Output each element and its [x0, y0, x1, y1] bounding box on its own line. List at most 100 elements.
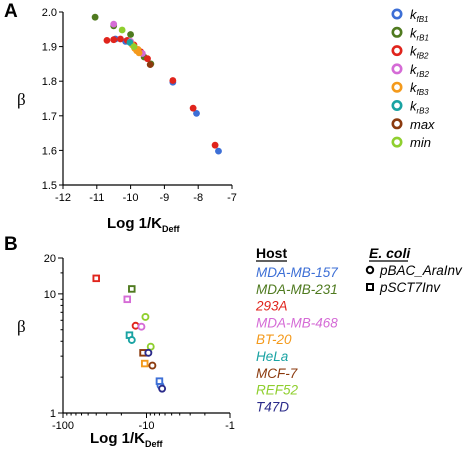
ecoli-legend-circle-marker [365, 265, 375, 275]
panel-a-x-tick-label: -12 [55, 192, 71, 204]
legend-label-fB2: kfB2 [410, 44, 429, 61]
panel-b-x-tick-label: -100 [52, 420, 74, 432]
ecoli-legend: pBAC_AraInv pSCT7Inv [365, 263, 463, 295]
panel-a-x-axis-label-main: Log 1/K [107, 215, 162, 232]
panel-a-x-tick-label: -9 [160, 192, 170, 204]
panel-b-x-tick-label: -10 [139, 420, 155, 432]
legend-label-main: min [410, 135, 431, 150]
legend-marker-rB1 [391, 26, 403, 38]
panel-a-x-tick-label: -11 [89, 192, 104, 204]
legend-label-main: k [410, 62, 418, 77]
legend-label-sub: fB1 [417, 15, 429, 24]
legend-label-sub: fB2 [417, 52, 430, 61]
panel-b-point-t47d [144, 348, 153, 357]
legend-marker-fB3 [391, 81, 403, 93]
panel-b-point-ref52 [141, 313, 150, 321]
ecoli-legend-label: pBAC_AraInv [379, 263, 463, 278]
panel-b-y-tick-label: 1 [50, 408, 56, 420]
host-legend-mda-mb-468: MDA-MB-468 [256, 315, 338, 330]
panel-b-point-bt-20 [140, 359, 149, 368]
panel-a-x-tick-label: -8 [193, 192, 203, 204]
panel-a-x-axis-label: Log 1/KDeff [107, 215, 181, 234]
panel-a-x-tick-label: -7 [227, 192, 237, 204]
panel-a-point-fB2 [211, 141, 219, 149]
panel-a-point-max [146, 61, 154, 68]
panel-a-point-rB3 [126, 39, 134, 46]
panel-label-b: B [4, 234, 18, 255]
legend-marker-rB3 [391, 100, 403, 112]
panel-a-point-min [118, 26, 126, 34]
legend-marker-fB2 [391, 45, 403, 57]
legend-marker-min [391, 136, 403, 148]
panel-b-x-axis-label-sub: Deff [145, 439, 164, 449]
panel-a-point-fB2 [189, 104, 197, 112]
legend-label-rB2: krB2 [410, 62, 430, 79]
legend-label-main: k [410, 99, 418, 114]
panel-a-point-fB2 [117, 35, 124, 43]
panel-a-axes [62, 12, 232, 186]
panel-a-point-fB2 [110, 36, 118, 44]
panel-a-point-fB2 [103, 36, 111, 44]
legend-label-main: k [410, 25, 418, 40]
host-legend-mda-mb-231: MDA-MB-231 [256, 282, 338, 297]
host-legend-t47d: T47D [256, 399, 289, 414]
host-legend-ref52: REF52 [256, 383, 299, 398]
panel-b: B β -100 -10 -1 1 10 20 Log 1/KDeff Host MDA-… [4, 234, 463, 449]
panel-b-x-axis-label-main: Log 1/K [90, 430, 145, 447]
panel-b-axes [62, 258, 230, 414]
panel-b-ticks: -100 -10 -1 1 10 20 [44, 253, 235, 432]
legend-label-min: min [410, 135, 431, 150]
panel-a-point-fB1 [215, 147, 222, 155]
panel-b-point-mda-mb-231 [128, 285, 136, 293]
legend-marker-max [391, 118, 403, 130]
legend-marker-rB2 [391, 63, 403, 75]
host-legend-293a: 293A [255, 299, 288, 314]
panel-a-x-axis-label-sub: Deff [162, 224, 181, 234]
panel-a-points [91, 13, 222, 155]
panel-b-point-mda-mb-468 [137, 322, 146, 331]
panel-a-point-rB1 [127, 31, 134, 38]
panel-b-point-mda-mb-468 [123, 295, 132, 304]
ecoli-legend-title: E. coli [369, 245, 411, 261]
panel-a-y-tick-label: 1.5 [42, 180, 57, 192]
panel-a-y-tick-label: 1.8 [42, 76, 57, 88]
panel-b-x-tick-label: -1 [225, 420, 235, 432]
legend-marker-fB1 [391, 8, 403, 20]
panel-a: A β -12 -11 -10 -9 -8 -7 1.5 1.6 1.7 1.8 1.9 2.0 Lo… [4, 1, 435, 234]
host-legend-mcf-7: MCF-7 [256, 366, 298, 381]
panel-a-y-tick-label: 2.0 [42, 7, 57, 19]
panel-a-point-fB2 [169, 77, 177, 84]
panel-a-point-fB1 [193, 109, 200, 117]
legend-label-sub: rB2 [417, 70, 430, 79]
panel-a-x-tick-label: -10 [123, 192, 139, 204]
panel-a-y-axis-label: β [17, 90, 26, 109]
panel-label-a: A [4, 1, 18, 22]
panel-b-y-tick-label: 20 [44, 253, 56, 265]
panel-b-point-ref52 [146, 342, 155, 351]
panel-b-point-hela [127, 336, 136, 344]
legend-label-fB3: kfB3 [410, 80, 429, 97]
panel-b-point-293a [92, 274, 100, 283]
panel-b-point-t47d [158, 384, 167, 393]
legend-label-main: k [410, 7, 418, 22]
legend-label-main: max [410, 117, 435, 132]
ecoli-legend-label: pSCT7Inv [379, 280, 441, 295]
panel-a-point-min [130, 43, 138, 50]
panel-b-point-mcf-7 [148, 361, 157, 370]
legend-label-sub: fB3 [417, 88, 430, 97]
panel-a-point-fB2 [144, 55, 151, 63]
panel-a-ticks: -12 -11 -10 -9 -8 -7 1.5 1.6 1.7 1.8 1.9 2.0 [42, 7, 237, 204]
panel-b-x-axis-label: Log 1/KDeff [90, 430, 164, 449]
ecoli-legend-square-marker [366, 283, 374, 291]
host-legend-hela: HeLa [256, 349, 289, 364]
panel-a-y-tick-label: 1.6 [42, 145, 57, 157]
legend-label-sub: rB3 [417, 107, 430, 116]
legend-label-main: k [410, 44, 418, 59]
panel-a-point-rB2 [110, 20, 118, 28]
host-legend-bt-20: BT-20 [256, 332, 292, 347]
host-legend-title: Host [256, 245, 287, 261]
host-legend-mda-mb-157: MDA-MB-157 [256, 265, 338, 280]
